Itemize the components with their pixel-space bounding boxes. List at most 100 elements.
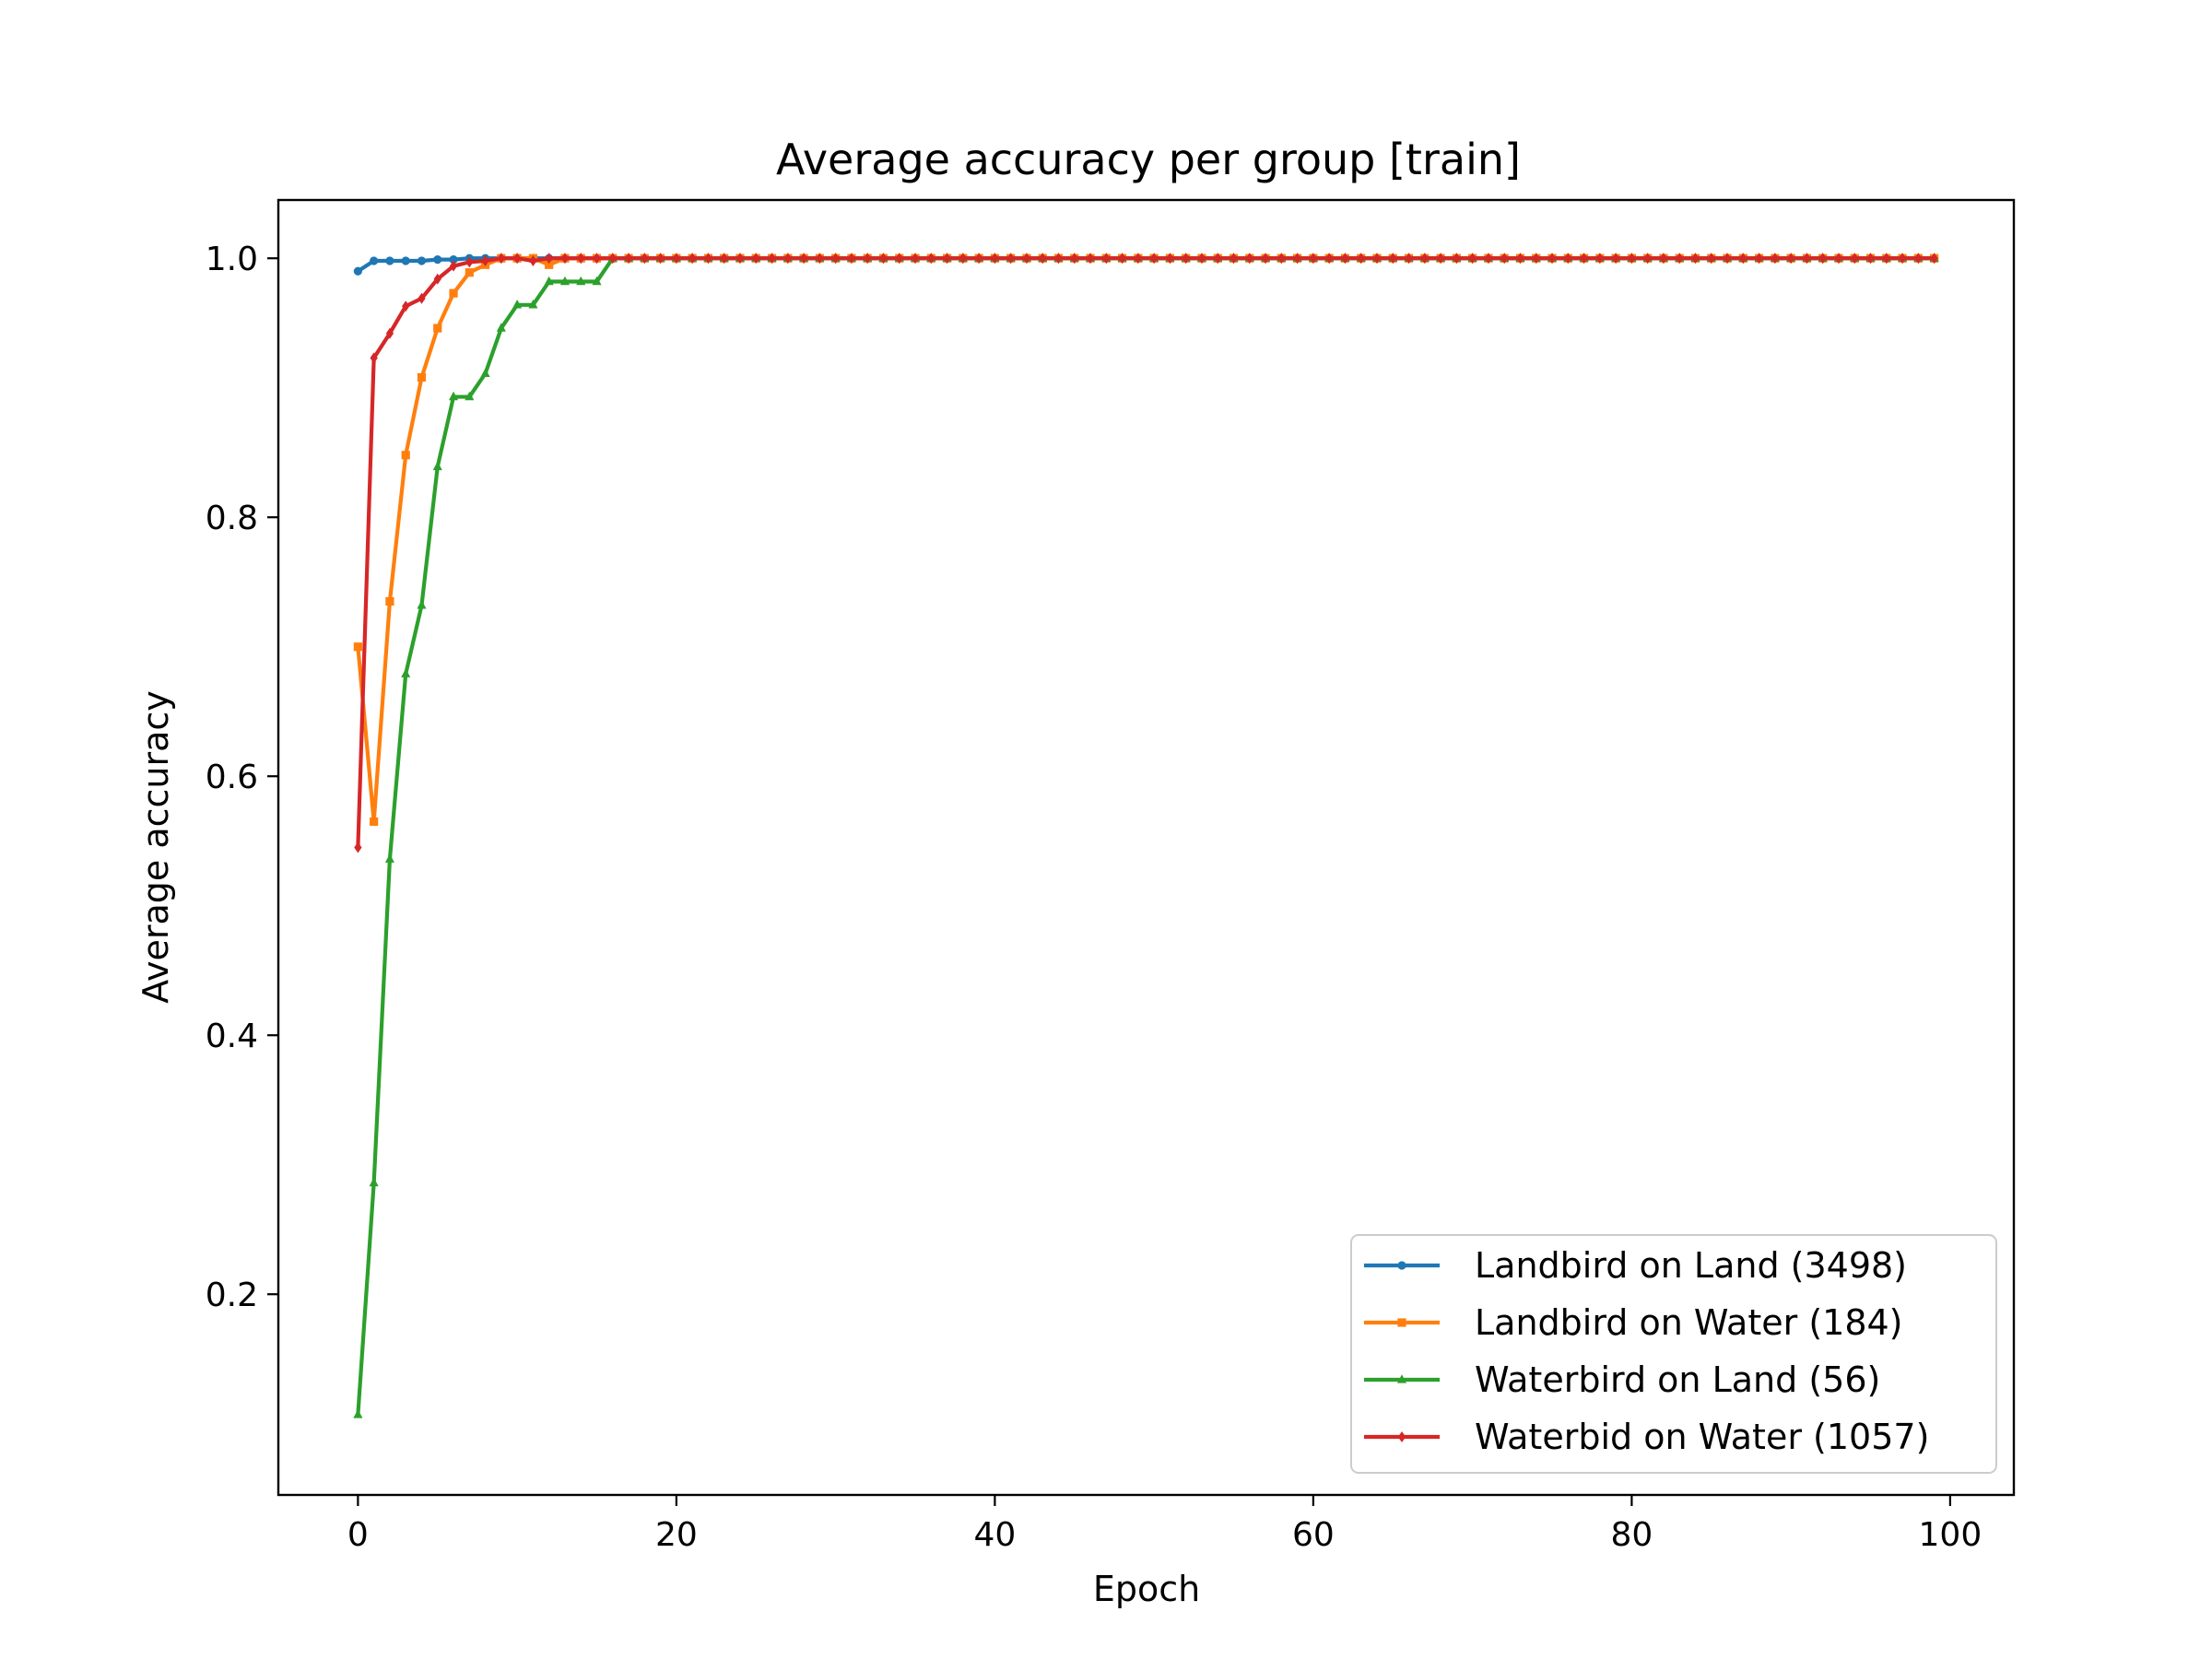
data-point [911,253,920,265]
data-point [401,451,410,460]
data-point [799,253,808,265]
data-point [1166,253,1174,265]
x-tick-label: 100 [1919,1516,1983,1554]
data-point [783,253,792,265]
data-point [560,253,570,265]
data-point [608,253,617,265]
data-point [353,266,362,276]
data-point [577,253,585,265]
chart-title: Average accuracy per group [train] [776,135,1521,184]
data-point [1755,253,1763,265]
data-point [449,260,458,272]
data-point [1500,253,1509,265]
data-point [831,253,840,265]
data-point [847,253,856,265]
data-point [1628,253,1636,265]
series-layer [353,253,1939,1418]
data-point [704,253,712,265]
data-point [465,391,475,401]
data-point [385,256,394,265]
data-point [433,255,442,265]
data-point [1325,253,1334,265]
data-point [1547,253,1557,265]
data-point [1532,253,1540,265]
legend-item: Waterbird on Land (56) [1364,1359,1880,1400]
data-point [496,323,506,332]
series-4 [354,253,1938,853]
data-point [1611,253,1620,265]
data-point [1118,253,1126,265]
data-point [1182,253,1190,265]
data-point [1389,253,1397,265]
data-point [1102,253,1111,265]
data-point [1818,253,1827,265]
data-point [1691,253,1700,265]
data-point [1564,253,1572,265]
data-point [385,596,394,606]
data-point [418,292,426,304]
data-point [1372,253,1382,265]
data-point [1659,253,1668,265]
data-point [1006,253,1015,265]
data-point [433,273,441,285]
data-point [895,253,903,265]
data-point [1771,253,1780,265]
legend-item: Waterbid on Water (1057) [1364,1417,1929,1457]
data-point [449,255,458,265]
data-point [433,324,442,333]
data-point [432,461,442,471]
legend-marker [1397,1318,1406,1327]
data-point [1293,253,1301,265]
data-point [1149,253,1159,265]
x-tick-label: 20 [655,1516,698,1554]
legend: Landbird on Land (3498) Landbird on Water… [1350,1234,1997,1474]
data-point [1851,253,1859,265]
data-point [1436,253,1445,265]
axes-frame [276,198,2016,1497]
data-point [879,253,888,265]
legend-item: Landbird on Land (3498) [1364,1245,1907,1286]
data-point [402,300,410,312]
data-point [545,260,554,269]
data-point [512,300,523,309]
data-point [1197,253,1206,265]
data-point [1643,253,1652,265]
data-point [1468,253,1477,265]
data-point [576,276,586,286]
y-ticks: 0.2 0.4 0.6 0.8 1.0 [206,241,278,1314]
data-point [1787,253,1795,265]
data-point [593,253,601,265]
data-point [1309,253,1318,265]
data-point [1484,253,1493,265]
data-point [448,391,459,401]
data-point [1420,253,1429,265]
data-point [991,253,999,265]
legend-label: Waterbid on Water (1057) [1475,1417,1929,1457]
legend-label: Landbird on Water (184) [1475,1302,1903,1343]
data-point [481,255,489,267]
data-point [1039,253,1047,265]
legend-marker [1396,1374,1407,1383]
series-line [356,256,1936,850]
data-point [401,256,410,265]
data-point [1595,253,1604,265]
data-point [1022,253,1031,265]
data-point [1341,253,1349,265]
data-point [353,1409,363,1418]
data-point [1214,253,1222,265]
data-point [1086,253,1095,265]
data-point [385,327,394,339]
data-point [417,372,427,382]
data-point [370,817,379,826]
data-point [1453,253,1461,265]
data-point [864,253,872,265]
data-point [1898,253,1907,265]
data-point [1866,253,1875,265]
data-point [1357,253,1365,265]
data-point [974,253,983,265]
data-point [370,352,378,364]
data-point [959,253,967,265]
data-point [768,253,776,265]
y-tick-label: 0.4 [206,1018,258,1055]
